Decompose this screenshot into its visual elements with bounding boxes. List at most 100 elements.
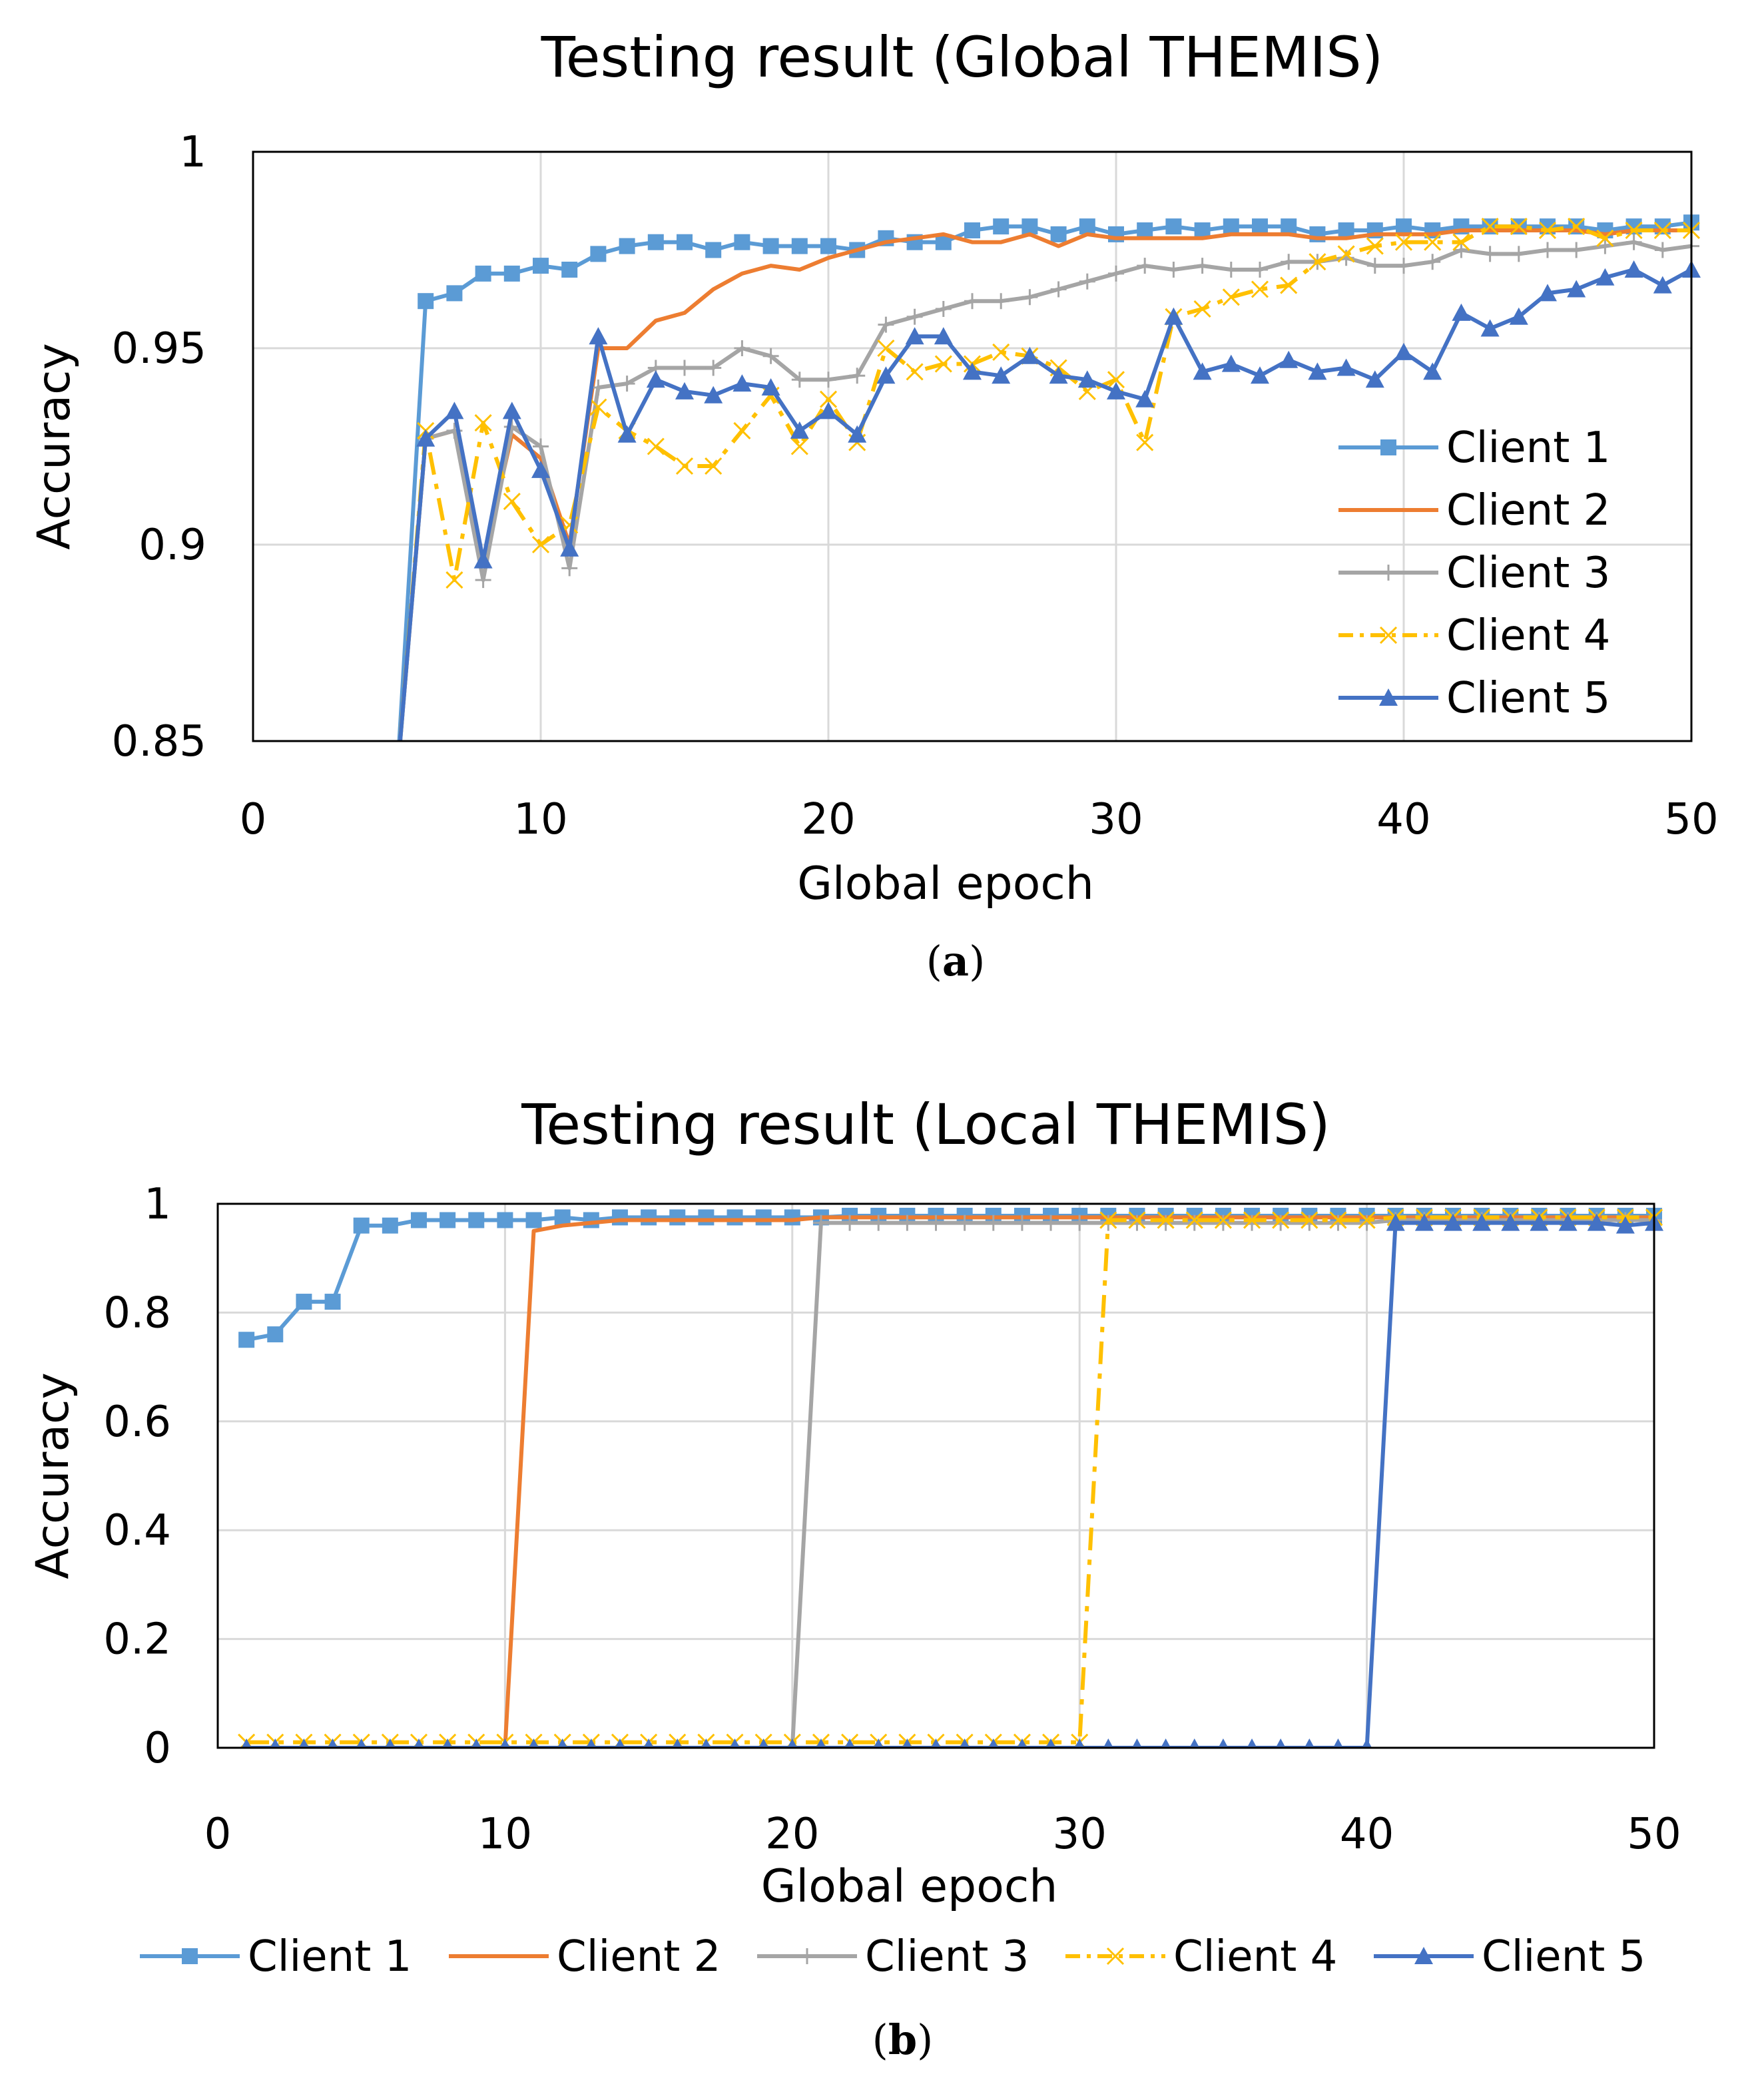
y-tick-label: 0 bbox=[144, 1724, 171, 1773]
data-point bbox=[611, 1209, 628, 1226]
data-point bbox=[590, 246, 607, 262]
data-point bbox=[1193, 362, 1212, 380]
data-point bbox=[561, 560, 578, 577]
data-point bbox=[560, 539, 579, 557]
data-point bbox=[870, 1214, 887, 1231]
data-point bbox=[1597, 238, 1613, 254]
data-point bbox=[586, 1738, 597, 1748]
data-point bbox=[964, 293, 980, 310]
data-point bbox=[1107, 382, 1125, 399]
data-point bbox=[647, 234, 664, 250]
series-line bbox=[398, 228, 1691, 741]
data-point bbox=[531, 460, 550, 478]
data-point bbox=[755, 1209, 772, 1226]
data-point bbox=[1157, 1214, 1174, 1231]
data-point bbox=[842, 1214, 858, 1231]
series-client-5 bbox=[398, 260, 1701, 741]
x-tick-label: 20 bbox=[801, 795, 855, 844]
data-point bbox=[816, 1738, 826, 1748]
data-point bbox=[1165, 218, 1182, 235]
data-point bbox=[1329, 1211, 1347, 1229]
data-point bbox=[475, 572, 491, 589]
y-tick-label: 0.95 bbox=[112, 324, 207, 374]
data-point bbox=[617, 425, 637, 443]
data-point bbox=[328, 1738, 338, 1748]
chart-2: Testing result (Local THEMIS) 0 0.2 0.4 0.6 0… bbox=[27, 1092, 1681, 2064]
data-point bbox=[819, 390, 838, 408]
data-point bbox=[934, 327, 953, 345]
data-point bbox=[1103, 1738, 1113, 1748]
data-point bbox=[497, 1212, 513, 1228]
figure-caption: (a) bbox=[926, 937, 986, 985]
data-point bbox=[758, 1738, 769, 1748]
x-tick-label: 30 bbox=[1089, 795, 1143, 844]
legend-label-3: Client 3 bbox=[1446, 549, 1610, 598]
data-point bbox=[791, 372, 808, 388]
data-point bbox=[1189, 1738, 1200, 1748]
data-point bbox=[1336, 358, 1356, 376]
data-point bbox=[1558, 1213, 1578, 1231]
data-point bbox=[1396, 258, 1412, 274]
data-point bbox=[820, 238, 836, 254]
x-tick-label: 10 bbox=[513, 795, 567, 844]
data-point bbox=[1510, 218, 1528, 236]
data-point bbox=[1394, 342, 1413, 360]
data-point bbox=[1301, 1211, 1318, 1229]
data-point bbox=[267, 1326, 284, 1343]
y-tick-label: 0.4 bbox=[103, 1506, 171, 1555]
data-point bbox=[1386, 1213, 1405, 1231]
grid bbox=[216, 1202, 1655, 1749]
data-point bbox=[503, 493, 521, 511]
data-point bbox=[1625, 221, 1643, 240]
data-point bbox=[382, 1217, 398, 1234]
data-point bbox=[964, 222, 980, 238]
legend-label-5: Client 5 bbox=[1446, 674, 1610, 723]
data-point bbox=[1301, 1214, 1318, 1231]
legend-marker-1 bbox=[1380, 439, 1396, 455]
data-point bbox=[1424, 233, 1442, 251]
data-point bbox=[761, 378, 780, 395]
data-point bbox=[446, 285, 463, 302]
data-point bbox=[1014, 1214, 1030, 1231]
data-point bbox=[1021, 218, 1038, 235]
data-point bbox=[270, 1738, 280, 1748]
data-point bbox=[1137, 222, 1153, 238]
data-point bbox=[1337, 245, 1355, 263]
data-point bbox=[353, 1217, 370, 1234]
data-point bbox=[1423, 362, 1442, 380]
x-tick-label: 30 bbox=[1052, 1810, 1106, 1859]
data-point bbox=[1308, 362, 1327, 380]
data-point bbox=[935, 301, 952, 317]
data-point bbox=[1273, 1214, 1289, 1231]
y-tick-label: 0.9 bbox=[139, 521, 206, 570]
data-point bbox=[1252, 218, 1268, 235]
data-point bbox=[1538, 284, 1557, 302]
data-point bbox=[499, 1738, 510, 1748]
data-point bbox=[1358, 1214, 1375, 1231]
data-point bbox=[1137, 258, 1153, 274]
data-point bbox=[1394, 233, 1413, 251]
data-point bbox=[1071, 1214, 1088, 1231]
data-point bbox=[1444, 1213, 1463, 1231]
data-point bbox=[1251, 280, 1269, 298]
data-point bbox=[1247, 1738, 1257, 1748]
data-point bbox=[930, 1738, 942, 1748]
data-point bbox=[442, 1738, 453, 1748]
data-point bbox=[1280, 276, 1298, 294]
data-point bbox=[877, 339, 895, 358]
data-point bbox=[1129, 1214, 1145, 1231]
x-tick-label: 0 bbox=[204, 1810, 232, 1859]
data-point bbox=[701, 1738, 711, 1748]
x-tick-label: 40 bbox=[1340, 1810, 1394, 1859]
data-point bbox=[1079, 218, 1095, 235]
data-point bbox=[1654, 242, 1671, 258]
data-point bbox=[529, 1738, 539, 1748]
data-point bbox=[1653, 276, 1672, 294]
data-point bbox=[1215, 1214, 1231, 1231]
x-tick-label: 50 bbox=[1664, 795, 1718, 844]
data-point bbox=[643, 1738, 654, 1748]
data-point bbox=[1045, 1738, 1056, 1748]
data-point bbox=[1625, 234, 1642, 250]
data-point bbox=[1501, 1213, 1520, 1231]
legend-label-2: Client 2 bbox=[557, 1932, 721, 1981]
